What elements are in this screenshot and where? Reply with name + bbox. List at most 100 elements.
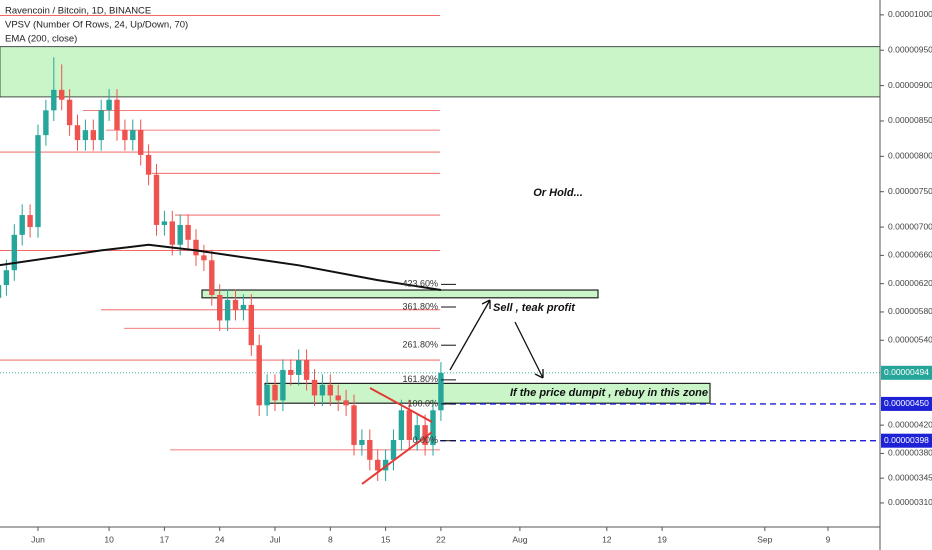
candle-body [264, 384, 270, 406]
candle-body [224, 299, 231, 321]
candle-body [153, 174, 160, 225]
x-tick-label: 17 [160, 534, 170, 544]
candle-body [82, 130, 89, 141]
overlay-layer: 0.00000494 0.00000450 0.00000398 423.60% 361… [361, 187, 932, 485]
candle-body [138, 130, 144, 155]
y-tick-label: 0.00001000 [888, 9, 932, 19]
candle-body [27, 215, 33, 228]
annotation: Or Hold... [533, 187, 583, 199]
y-tick-label: 0.00000950 [888, 44, 932, 54]
mark-layer [0, 57, 444, 482]
y-tick-label: 0.00000750 [888, 186, 932, 196]
candle-body [177, 224, 183, 245]
chart-title: Ravencoin / Bitcoin, 1D, BINANCE [5, 6, 151, 17]
x-tick-label: Aug [512, 534, 527, 544]
fib-label: 361.80% [402, 301, 438, 311]
candle-body [74, 125, 81, 141]
candle-body [319, 384, 326, 396]
candle-body [59, 89, 65, 100]
candle-body [217, 294, 223, 321]
candle-body [311, 379, 318, 396]
fib-label: 261.80% [402, 340, 438, 350]
candle-body [422, 425, 428, 445]
y-tick-label: 0.00000620 [888, 278, 932, 288]
fib-label: 423.60% [402, 279, 438, 289]
candle-body [35, 135, 41, 228]
candle-body [343, 400, 349, 406]
candle-body [11, 234, 17, 271]
candle-body [90, 130, 97, 141]
y-tick-label: 0.00000900 [888, 80, 932, 90]
candle-body [66, 99, 73, 126]
candle-body [201, 255, 207, 261]
x-tick-label: 22 [436, 534, 446, 544]
price-label: 0.00000450 [884, 398, 929, 408]
candle-body [169, 221, 176, 245]
y-tick-label: 0.00000345 [888, 472, 932, 482]
candle-body [335, 395, 341, 401]
price-label: 0.00000398 [884, 435, 929, 445]
candle-body [209, 260, 215, 295]
candle-body [145, 154, 152, 175]
fib-label: 161.80% [402, 374, 438, 384]
triangle-line [369, 387, 433, 423]
candle-body [414, 425, 420, 440]
y-tick-label: 0.00000850 [888, 115, 932, 125]
candle-body [406, 410, 413, 440]
candle-body [185, 224, 191, 240]
zone [0, 46, 881, 98]
candle-body [114, 99, 120, 131]
x-tick-label: 12 [602, 534, 612, 544]
fib-label: 0.00% [412, 435, 438, 445]
candle-body [0, 285, 2, 298]
arrow [449, 299, 491, 371]
x-tick-label: 9 [826, 534, 831, 544]
candle-body [248, 304, 255, 346]
candle-body [256, 345, 262, 406]
y-tick-label: 0.00000420 [888, 419, 932, 429]
y-tick-label: 0.00000310 [888, 497, 932, 507]
y-tick-label: 0.00000540 [888, 335, 932, 345]
candle-body [375, 459, 381, 471]
indicator-label: EMA (200, close) [5, 34, 77, 45]
fib-label: 100.0% [407, 398, 438, 408]
candle-body [122, 130, 128, 141]
candle-body [398, 410, 405, 440]
candle-body [288, 369, 294, 375]
x-tick-label: Jul [270, 534, 281, 544]
x-tick-label: 24 [215, 534, 225, 544]
x-tick-label: Jun [31, 534, 45, 544]
candle-body [3, 270, 10, 286]
candle-body [19, 215, 25, 235]
candle-body [193, 239, 199, 256]
y-tick-label: 0.00000580 [888, 306, 932, 316]
background-layer: 0.00001000 0.00000950 0.00000900 0.00000850… [0, 9, 932, 544]
price-label: 0.00000494 [884, 367, 929, 377]
candle-body [280, 369, 286, 401]
y-tick-label: 0.00000800 [888, 151, 932, 161]
candle-body [351, 405, 357, 445]
x-tick-label: 10 [104, 534, 114, 544]
price-label-box [881, 365, 932, 380]
candle-body [232, 299, 239, 310]
arrow [514, 321, 544, 379]
candle-body [296, 360, 302, 375]
annotation: If the price dumpit , rebuy in this zone [510, 387, 708, 399]
candle-body [130, 130, 136, 141]
candle-body [430, 410, 436, 445]
candle-body [51, 89, 57, 111]
x-tick-label: 15 [381, 534, 391, 544]
y-tick-label: 0.00000700 [888, 221, 932, 231]
triangle-line [361, 431, 433, 485]
candle-body [161, 221, 168, 225]
x-tick-label: 8 [328, 534, 333, 544]
candle-body [106, 99, 112, 111]
candle-body [382, 459, 389, 471]
candle-body [359, 439, 365, 445]
price-label-box [881, 396, 932, 411]
x-tick-label: 19 [657, 534, 667, 544]
price-label-box [881, 433, 932, 448]
candle-body [438, 372, 444, 411]
candle-body [303, 360, 310, 380]
